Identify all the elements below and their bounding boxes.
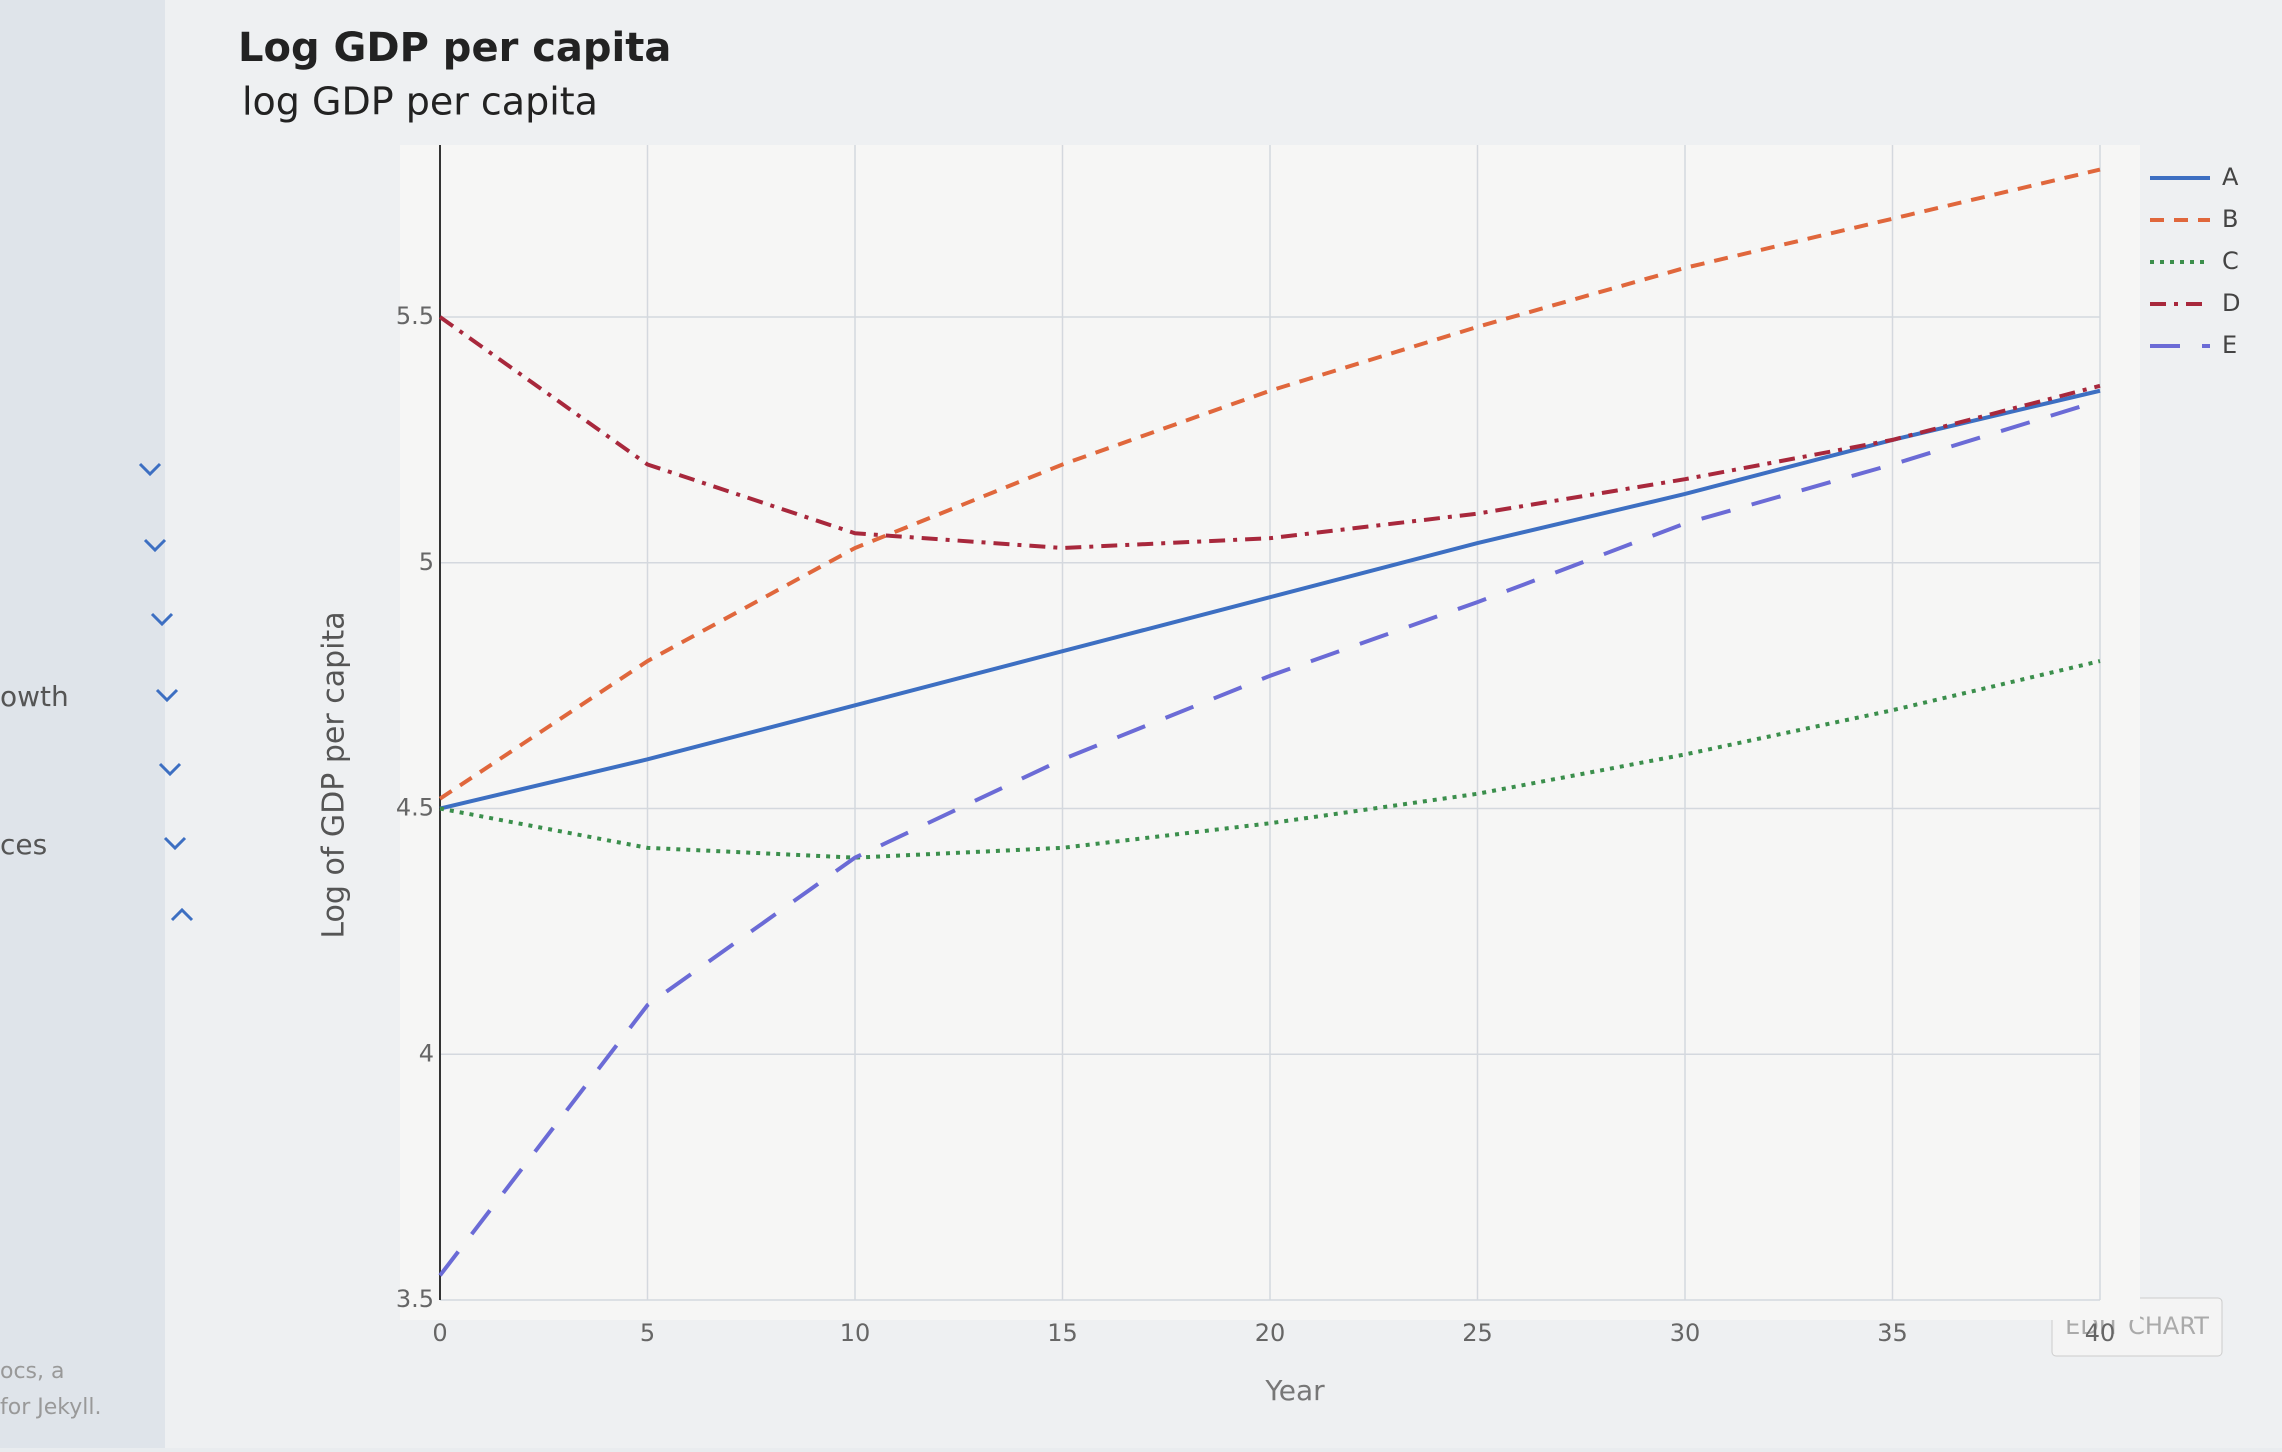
x-tick-label: 5 — [640, 1319, 655, 1347]
x-tick-label: 20 — [1255, 1319, 1286, 1347]
series-line — [439, 388, 2101, 811]
sidebar — [0, 0, 165, 1448]
legend-label: B — [2222, 205, 2238, 233]
series-line — [439, 659, 2101, 860]
y-tick-label: 3.5 — [396, 1285, 434, 1313]
x-tick-label: 15 — [1047, 1319, 1078, 1347]
series-line — [438, 315, 2101, 551]
x-tick-label: 35 — [1877, 1319, 1908, 1347]
x-axis-label: Year — [1264, 1374, 1325, 1407]
y-axis-label: Log of GDP per capita — [317, 611, 352, 938]
sidebar-item: for Jekyll. — [0, 1395, 101, 1420]
chart-subtitle: log GDP per capita — [242, 80, 598, 124]
legend-label: E — [2222, 331, 2237, 359]
x-tick-label: 25 — [1462, 1319, 1493, 1347]
sidebar-item: ocs, a — [0, 1359, 65, 1384]
legend-label: C — [2222, 247, 2239, 275]
chart-title: Log GDP per capita — [238, 25, 671, 71]
y-tick-label: 4.5 — [396, 794, 434, 822]
y-tick-label: 4 — [419, 1039, 434, 1067]
sidebar-item[interactable]: ces — [0, 828, 47, 861]
x-tick-label: 40 — [2085, 1319, 2116, 1347]
legend-label: D — [2222, 289, 2240, 317]
sidebar-item[interactable]: owth — [0, 680, 69, 713]
x-tick-label: 0 — [432, 1319, 447, 1347]
chevrons — [138, 462, 194, 922]
y-tick-label: 5.5 — [396, 302, 434, 330]
legend-label: A — [2222, 163, 2239, 191]
x-tick-label: 10 — [840, 1319, 871, 1347]
x-tick-label: 30 — [1670, 1319, 1701, 1347]
series-line — [438, 398, 2101, 1277]
y-tick-label: 5 — [419, 548, 434, 576]
